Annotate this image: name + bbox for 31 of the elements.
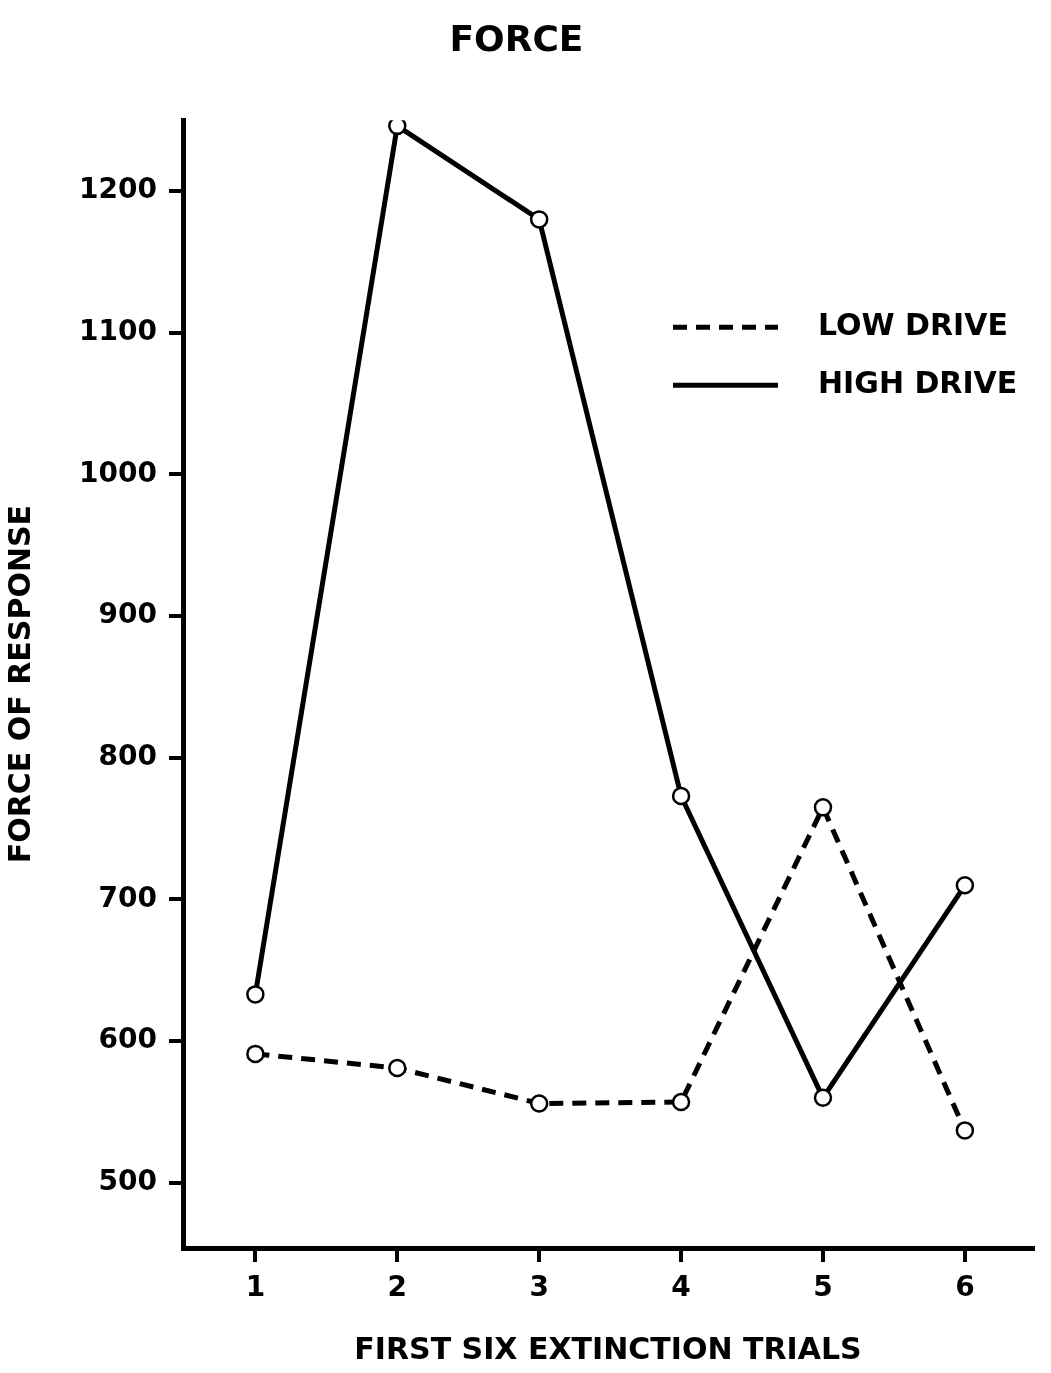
x-tick-label: 6 <box>955 1270 975 1304</box>
x-tick-label: 2 <box>387 1270 408 1304</box>
x-tick-label: 3 <box>529 1270 549 1304</box>
y-tick-label: 600 <box>98 1022 157 1056</box>
legend-label: HIGH DRIVE <box>818 365 1018 400</box>
y-tick-label: 500 <box>98 1164 157 1198</box>
point <box>246 1044 265 1064</box>
y-tick-label: 1100 <box>79 314 157 348</box>
point <box>955 876 975 895</box>
y-tick-label: 900 <box>98 597 157 631</box>
x-tick-label: 5 <box>813 1270 833 1304</box>
y-tick-label: 800 <box>98 739 157 773</box>
point <box>246 985 265 1004</box>
legend-label: LOW DRIVE <box>818 307 1008 342</box>
y-tick-label: 700 <box>98 880 157 914</box>
x-axis-title: FIRST SIX EXTINCTION TRIALS <box>354 1330 862 1366</box>
y-tick-label: 1200 <box>79 172 157 206</box>
x-tick-label: 4 <box>671 1270 691 1304</box>
y-axis-title: FORCE OF RESPONSE <box>1 504 37 864</box>
chart-title: FORCE <box>449 17 584 59</box>
y-tick-label: 1000 <box>79 455 157 489</box>
point <box>813 798 833 817</box>
point <box>813 1088 833 1108</box>
point <box>671 786 691 806</box>
point <box>388 120 407 136</box>
point <box>529 210 549 229</box>
point <box>388 1058 407 1078</box>
x-tick-label: 1 <box>245 1270 266 1304</box>
point <box>955 1121 975 1140</box>
point <box>671 1092 691 1112</box>
point <box>529 1094 549 1113</box>
